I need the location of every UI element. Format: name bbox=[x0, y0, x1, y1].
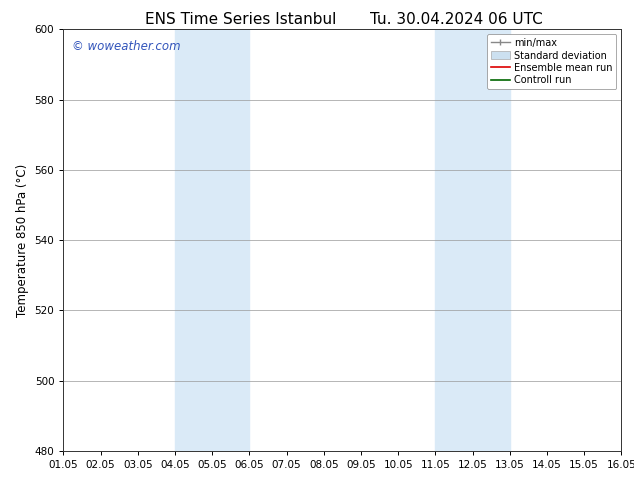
Bar bbox=[436, 29, 510, 451]
Bar bbox=[175, 29, 249, 451]
Text: © woweather.com: © woweather.com bbox=[72, 40, 181, 53]
Legend: min/max, Standard deviation, Ensemble mean run, Controll run: min/max, Standard deviation, Ensemble me… bbox=[487, 34, 616, 89]
Y-axis label: Temperature 850 hPa (°C): Temperature 850 hPa (°C) bbox=[16, 164, 29, 317]
Text: ENS Time Series Istanbul: ENS Time Series Istanbul bbox=[145, 12, 337, 27]
Text: Tu. 30.04.2024 06 UTC: Tu. 30.04.2024 06 UTC bbox=[370, 12, 543, 27]
